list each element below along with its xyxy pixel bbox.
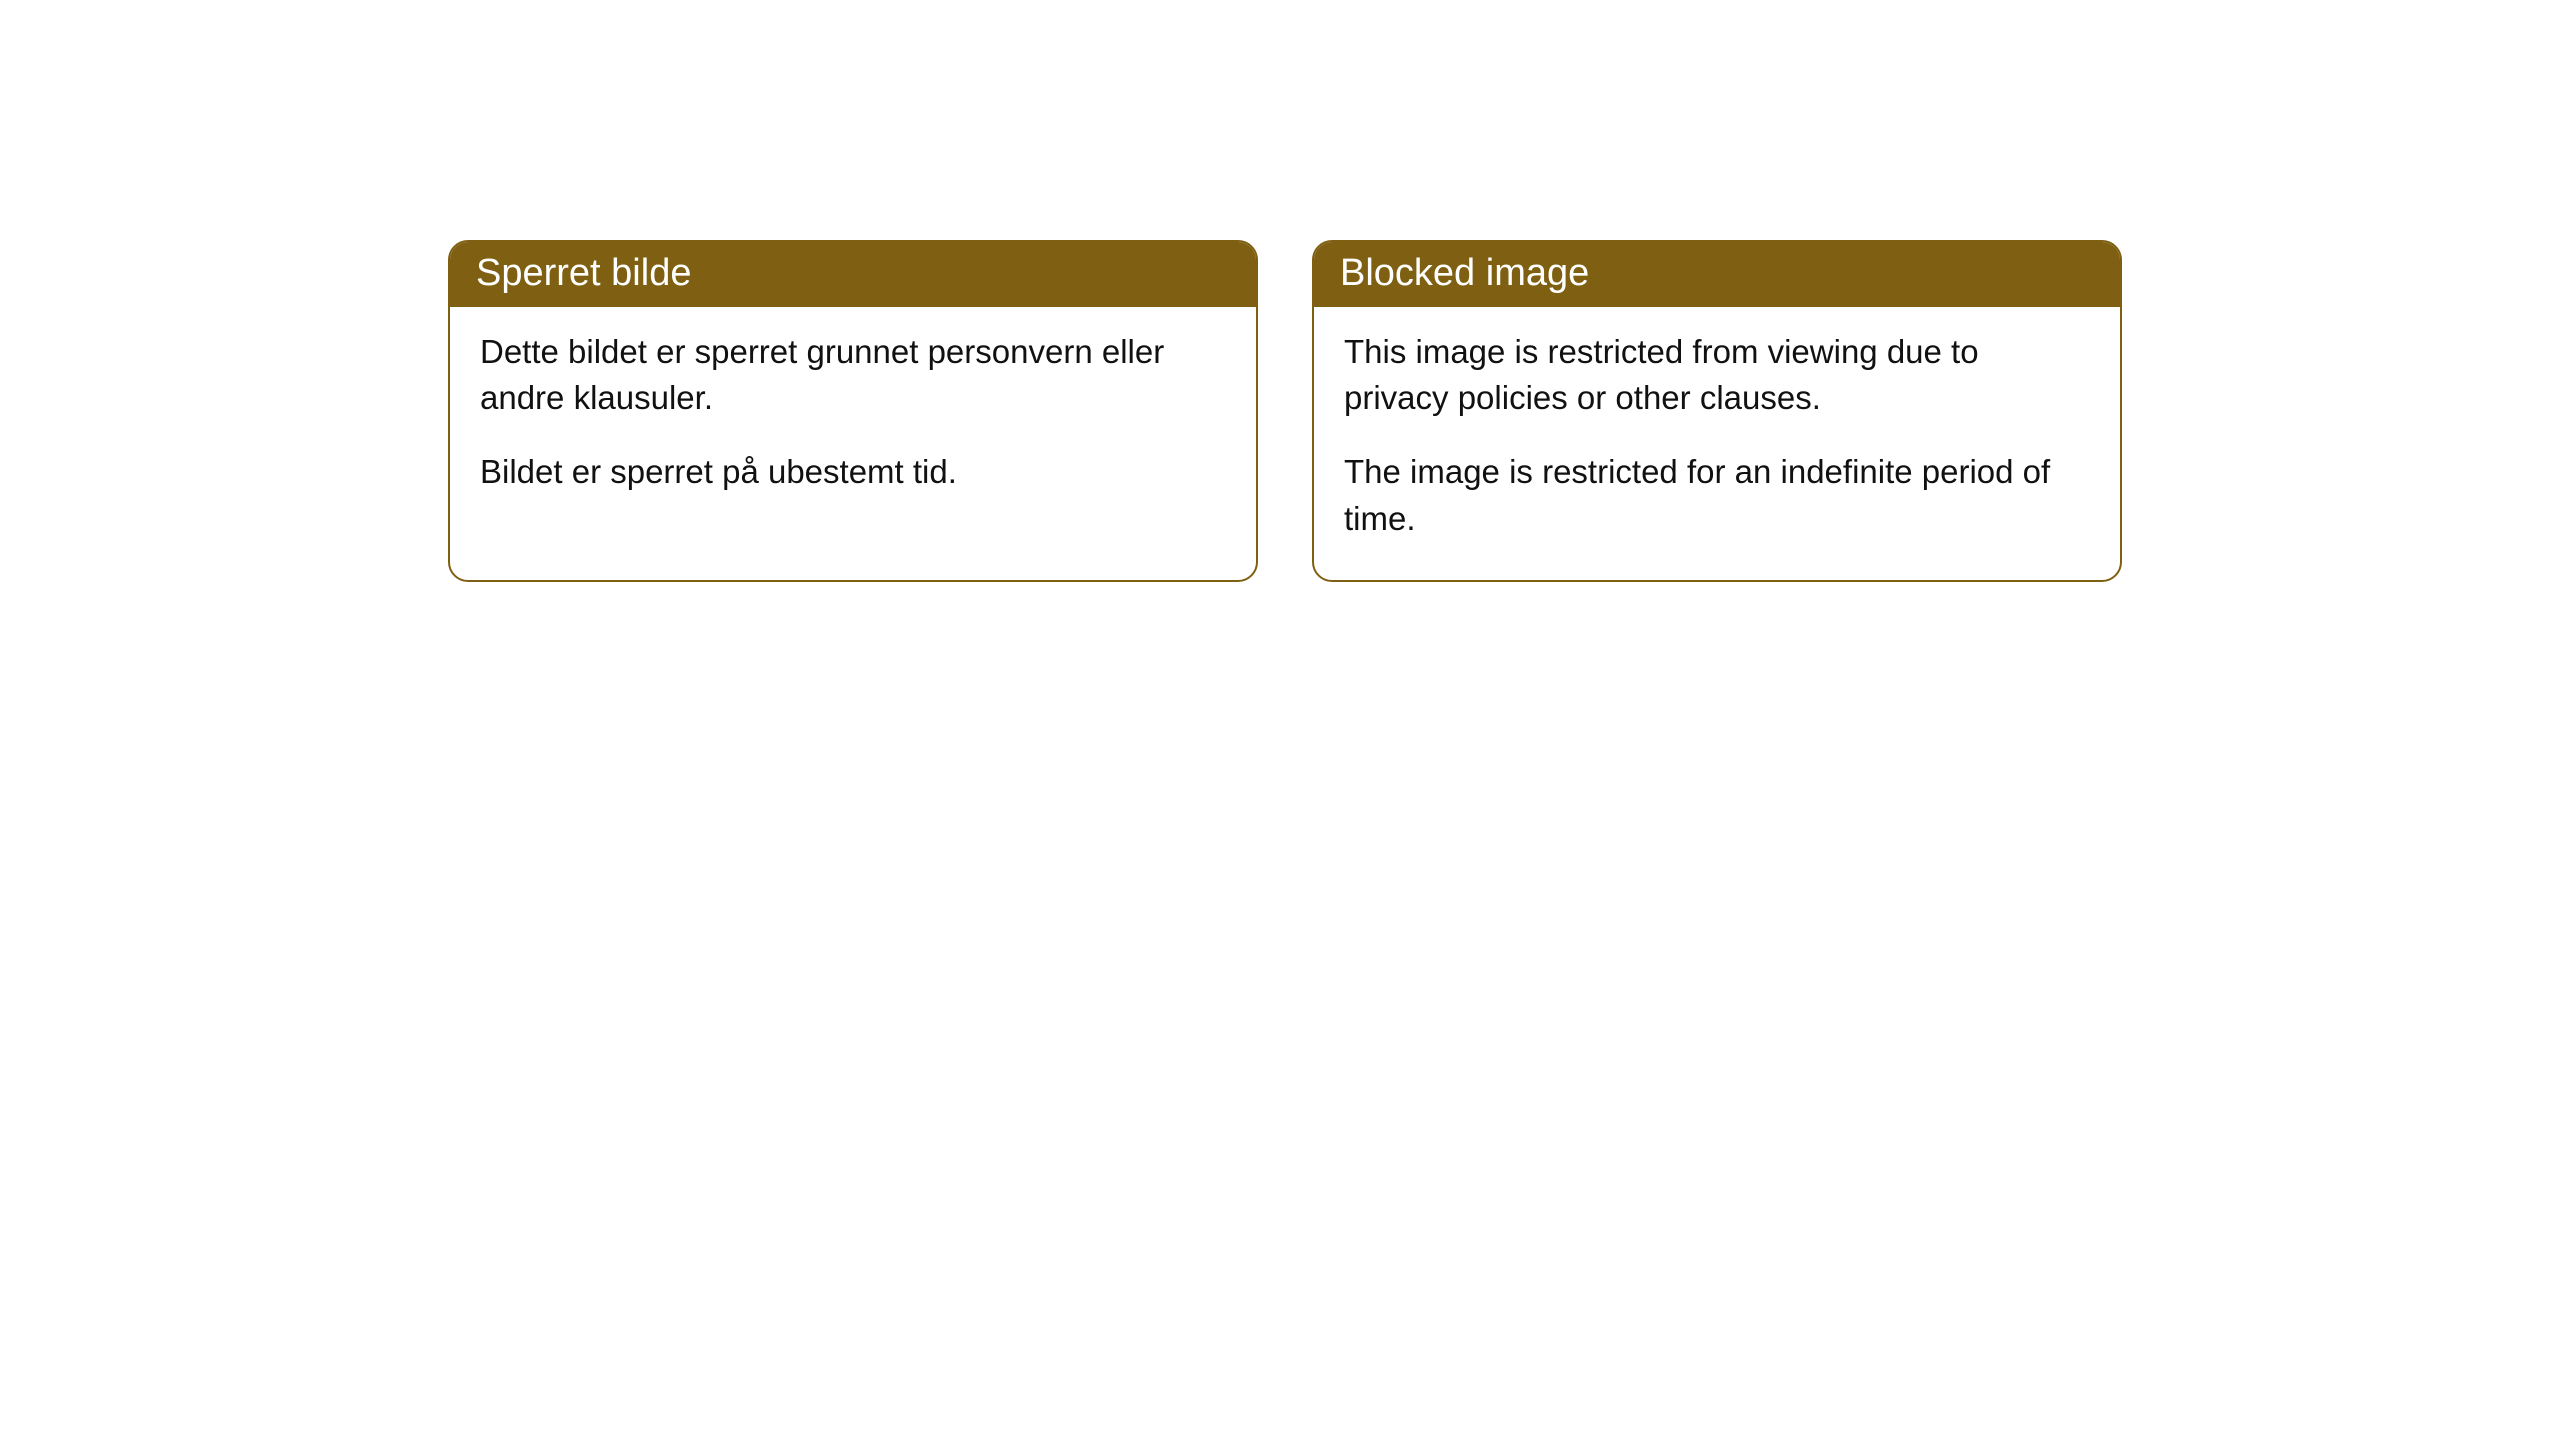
card-body: Dette bildet er sperret grunnet personve… bbox=[450, 307, 1256, 534]
card-text-line: The image is restricted for an indefinit… bbox=[1344, 449, 2090, 541]
card-text-line: This image is restricted from viewing du… bbox=[1344, 329, 2090, 421]
notice-cards-row: Sperret bilde Dette bildet er sperret gr… bbox=[0, 0, 2560, 582]
blocked-image-card-norwegian: Sperret bilde Dette bildet er sperret gr… bbox=[448, 240, 1258, 582]
blocked-image-card-english: Blocked image This image is restricted f… bbox=[1312, 240, 2122, 582]
card-text-line: Dette bildet er sperret grunnet personve… bbox=[480, 329, 1226, 421]
card-text-line: Bildet er sperret på ubestemt tid. bbox=[480, 449, 1226, 495]
card-title: Sperret bilde bbox=[450, 242, 1256, 307]
card-title: Blocked image bbox=[1314, 242, 2120, 307]
card-body: This image is restricted from viewing du… bbox=[1314, 307, 2120, 580]
